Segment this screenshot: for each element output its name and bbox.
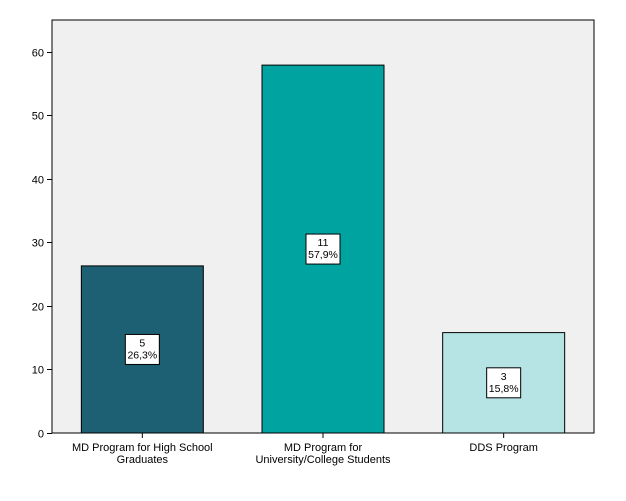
y-tick-label: 0 xyxy=(38,429,44,441)
data-label-box xyxy=(124,333,160,365)
y-tick-label: 30 xyxy=(32,238,44,250)
data-label: 3 15,8% xyxy=(489,371,519,395)
y-axis: 0 10 20 30 40 50 60 xyxy=(32,48,52,441)
y-tick-label: 50 xyxy=(32,111,44,123)
data-label-box xyxy=(305,233,341,265)
bar-data-labels: 5 26,3% 11 57,9% 3 15,8% xyxy=(124,233,522,399)
data-label-box xyxy=(486,367,522,399)
y-tick-label: 40 xyxy=(32,175,44,187)
x-tick-label: MD Program for University/College Student… xyxy=(255,442,391,466)
x-axis: MD Program for High School Graduates MD Pr… xyxy=(72,433,538,466)
data-label: 11 57,9% xyxy=(308,237,338,261)
data-label: 5 26,3% xyxy=(127,337,157,361)
x-tick-label: MD Program for High School Graduates xyxy=(72,442,213,466)
y-tick-label: 20 xyxy=(32,302,44,314)
y-tick-label: 10 xyxy=(32,365,44,377)
x-tick-label: DDS Program xyxy=(469,442,537,454)
y-tick-label: 60 xyxy=(32,48,44,60)
